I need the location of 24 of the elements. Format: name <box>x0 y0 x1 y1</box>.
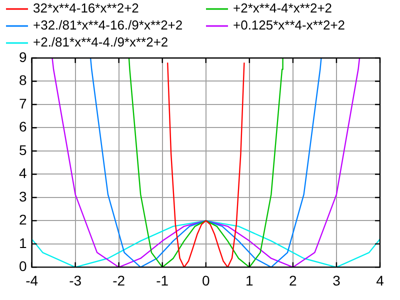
y-tick-label: 6 <box>18 118 27 135</box>
x-tick-label: -1 <box>156 272 169 288</box>
legend-label: 32*x**4-16*x**2+2 <box>33 0 139 16</box>
x-tick-label: 0 <box>202 272 210 288</box>
legend-label: +0.125*x**4-x**2+2 <box>233 18 346 33</box>
y-tick-label: 1 <box>18 234 27 251</box>
y-tick-label: 7 <box>18 95 27 112</box>
x-tick-label: -4 <box>26 272 38 288</box>
x-tick-label: 2 <box>289 272 298 288</box>
y-tick-label: 5 <box>18 142 27 158</box>
legend-label: +2*x**4-4*x**2+2 <box>233 0 332 16</box>
legend-label: +32./81*x**4-16./9*x**2+2 <box>33 18 183 33</box>
y-tick-label: 8 <box>18 72 27 88</box>
y-tick-label: 4 <box>18 165 27 182</box>
x-tick-label: 4 <box>376 272 384 288</box>
x-tick-label: -3 <box>69 272 82 288</box>
y-tick-label: 9 <box>18 48 27 65</box>
y-tick-label: 2 <box>18 212 27 228</box>
x-tick-label: 1 <box>246 272 254 288</box>
y-tick-label: 0 <box>18 258 27 274</box>
y-tick-label: 3 <box>18 188 27 204</box>
legend-label: +2./81*x**4-4./9*x**2+2 <box>33 34 168 50</box>
x-tick-label: -2 <box>112 272 126 288</box>
x-tick-label: 3 <box>332 272 341 288</box>
